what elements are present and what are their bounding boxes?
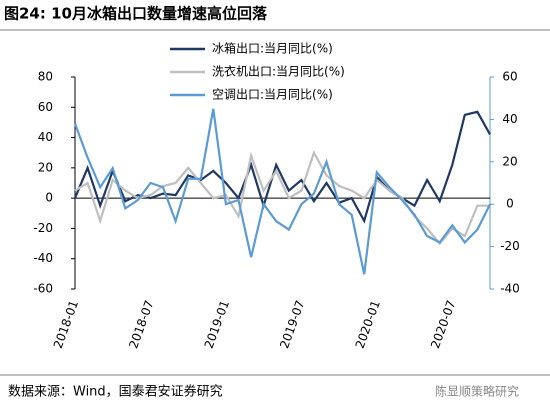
x-tick-label: 2020-07 [428, 298, 458, 350]
y2-tick-label: 20 [502, 154, 517, 168]
y2-tick-label: -20 [500, 239, 520, 253]
y-tick-label: -20 [33, 221, 53, 235]
chart-title: 图24: 10月冰箱出口数量增速高位回落 [4, 5, 268, 23]
x-tick-label: 2018-07 [126, 298, 156, 350]
y-tick-label: 0 [45, 191, 53, 205]
y-tick-label: 60 [38, 100, 53, 114]
y2-tick-label: 60 [502, 70, 517, 84]
x-tick-label: 2020-01 [353, 298, 383, 350]
legend-label: 冰箱出口:当月同比(%) [212, 41, 333, 56]
y2-tick-label: 40 [502, 112, 517, 126]
source: 数据来源：Wind，国泰君安证券研究 [8, 384, 223, 400]
series-line [74, 149, 490, 246]
series-line [73, 110, 491, 224]
y-tick-label: 20 [38, 160, 53, 174]
y2-tick-label: 0 [506, 197, 514, 211]
y-tick-label: 80 [38, 70, 53, 84]
legend-label: 空调出口:当月同比(%) [212, 88, 333, 102]
y-tick-label: 40 [38, 130, 53, 144]
x-tick-label: 2019-07 [277, 298, 307, 350]
y-tick-label: -60 [33, 282, 53, 296]
y-tick-label: -40 [33, 251, 53, 265]
series-line [73, 108, 491, 275]
watermark: 陈显顺策略研究 [435, 384, 519, 399]
x-tick-label: 2018-01 [51, 298, 81, 350]
y2-tick-label: -40 [500, 282, 520, 296]
legend-label: 洗衣机出口:当月同比(%) [212, 64, 345, 79]
x-tick-label: 2019-01 [202, 298, 232, 350]
